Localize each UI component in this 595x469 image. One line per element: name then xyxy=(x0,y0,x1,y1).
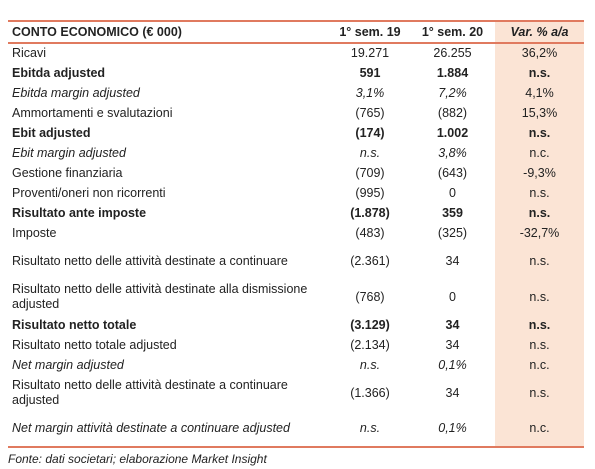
table-row: Ammortamenti e svalutazioni (765) (882) 15,… xyxy=(8,103,584,123)
row-label: Risultato netto totale adjusted xyxy=(12,337,177,352)
value-cell: n.s. xyxy=(495,315,584,335)
row-label: Ebitda margin adjusted xyxy=(12,85,140,100)
value-cell: (765) xyxy=(355,105,385,120)
value-cell: n.s. xyxy=(495,63,584,83)
header-cell: Var. % a/a xyxy=(495,21,584,43)
table-row: Risultato netto delle attività destinate… xyxy=(8,279,584,315)
row-label: Net margin adjusted xyxy=(12,357,124,372)
value-cell: (174) xyxy=(355,125,385,140)
row-label: Risultato ante imposte xyxy=(12,205,147,220)
table-row: Gestione finanziaria (709) (643) -9,3% xyxy=(8,163,584,183)
value-cell: (882) xyxy=(437,105,468,120)
value-cell: (2.134) xyxy=(350,337,390,352)
value-cell: n.s. xyxy=(495,243,584,279)
value-cell: 34 xyxy=(445,337,460,352)
income-table: CONTO ECONOMICO (€ 000) 1° sem. 19 1° sem.… xyxy=(8,20,584,448)
row-label: Risultato netto delle attività destinate… xyxy=(12,282,308,311)
table-row: Ebit adjusted (174) 1.002 n.s. xyxy=(8,123,584,143)
table-row: Risultato netto totale (3.129) 34 n.s. xyxy=(8,315,584,335)
value-cell: (768) xyxy=(355,289,385,304)
value-cell: 34 xyxy=(445,317,460,332)
value-cell: -9,3% xyxy=(495,163,584,183)
table-row: Ebitda margin adjusted 3,1% 7,2% 4,1% xyxy=(8,83,584,103)
value-cell: (325) xyxy=(437,225,468,240)
value-cell: 3,1% xyxy=(355,85,385,100)
value-cell: 1.002 xyxy=(436,125,469,140)
row-label: Risultato netto delle attività destinate… xyxy=(12,253,288,268)
value-cell: n.s. xyxy=(495,203,584,223)
value-cell: 34 xyxy=(445,253,460,268)
value-cell: n.s. xyxy=(359,357,381,372)
row-label: Ricavi xyxy=(12,46,47,60)
row-label: Risultato netto delle attività destinate… xyxy=(12,378,288,407)
value-cell: (709) xyxy=(355,165,385,180)
value-cell: 19.271 xyxy=(350,46,390,60)
row-label: Ebit margin adjusted xyxy=(12,145,126,160)
value-cell: 359 xyxy=(442,205,463,220)
row-label: Risultato netto totale xyxy=(12,317,137,332)
value-cell: (1.366) xyxy=(350,385,390,400)
value-cell: n.s. xyxy=(359,145,381,160)
header-row: CONTO ECONOMICO (€ 000) 1° sem. 19 1° sem.… xyxy=(8,21,584,43)
value-cell: 1.884 xyxy=(436,65,469,80)
value-cell: (1.878) xyxy=(350,205,390,220)
table-container: CONTO ECONOMICO (€ 000) 1° sem. 19 1° sem.… xyxy=(8,20,584,448)
value-cell: n.c. xyxy=(495,355,584,375)
value-cell: n.c. xyxy=(495,143,584,163)
table-row: Risultato netto delle attività destinate… xyxy=(8,243,584,279)
value-cell: 0 xyxy=(449,185,456,200)
table-row: Ebit margin adjusted n.s. 3,8% n.c. xyxy=(8,143,584,163)
value-cell: (643) xyxy=(437,165,468,180)
row-label: Ebit adjusted xyxy=(12,125,91,140)
value-cell: (3.129) xyxy=(350,317,390,332)
value-cell: (995) xyxy=(355,185,385,200)
table-row: Risultato netto totale adjusted (2.134) 34… xyxy=(8,335,584,355)
table-header: CONTO ECONOMICO (€ 000) 1° sem. 19 1° sem.… xyxy=(8,21,584,43)
value-cell: n.c. xyxy=(495,411,584,447)
value-cell: 36,2% xyxy=(495,43,584,63)
value-cell: -32,7% xyxy=(495,223,584,243)
header-cell: 1° sem. 19 xyxy=(339,24,401,39)
value-cell: 15,3% xyxy=(495,103,584,123)
row-label: Gestione finanziaria xyxy=(12,165,123,180)
value-cell: 34 xyxy=(445,385,460,400)
value-cell: 591 xyxy=(359,65,381,80)
value-cell: 26.255 xyxy=(433,46,472,60)
header-cell: 1° sem. 20 xyxy=(421,24,484,39)
table-body: Ricavi 19.271 26.255 36,2% Ebitda adjusted 59… xyxy=(8,43,584,447)
row-label: Imposte xyxy=(12,225,57,240)
header-cell: CONTO ECONOMICO (€ 000) xyxy=(12,24,182,39)
table-row: Risultato netto delle attività destinate… xyxy=(8,375,584,411)
row-label: Net margin attività destinate a continua… xyxy=(12,421,290,435)
value-cell: 0,1% xyxy=(438,421,467,435)
value-cell: n.s. xyxy=(495,335,584,355)
value-cell: 3,8% xyxy=(438,145,467,160)
value-cell: (2.361) xyxy=(350,253,390,268)
row-label: Proventi/oneri non ricorrenti xyxy=(12,185,166,200)
value-cell: n.s. xyxy=(495,375,584,411)
table-row: Risultato ante imposte (1.878) 359 n.s. xyxy=(8,203,584,223)
value-cell: n.s. xyxy=(495,279,584,315)
value-cell: n.s. xyxy=(495,123,584,143)
row-label: Ammortamenti e svalutazioni xyxy=(12,105,173,120)
table-row: Net margin adjusted n.s. 0,1% n.c. xyxy=(8,355,584,375)
value-cell: 7,2% xyxy=(438,85,467,100)
value-cell: n.s. xyxy=(359,421,381,435)
footer: Fonte: dati societari; elaborazione Mark… xyxy=(8,452,267,466)
value-cell: (483) xyxy=(355,225,385,240)
value-cell: 0,1% xyxy=(438,357,467,372)
table-row: Proventi/oneri non ricorrenti (995) 0 n.s. xyxy=(8,183,584,203)
table-row: Imposte (483) (325) -32,7% xyxy=(8,223,584,243)
table-row: Ricavi 19.271 26.255 36,2% xyxy=(8,43,584,63)
value-cell: n.s. xyxy=(495,183,584,203)
row-label: Ebitda adjusted xyxy=(12,65,106,80)
table-row: Net margin attività destinate a continua… xyxy=(8,411,584,447)
value-cell: 4,1% xyxy=(495,83,584,103)
value-cell: 0 xyxy=(449,289,456,304)
table-row: Ebitda adjusted 591 1.884 n.s. xyxy=(8,63,584,83)
